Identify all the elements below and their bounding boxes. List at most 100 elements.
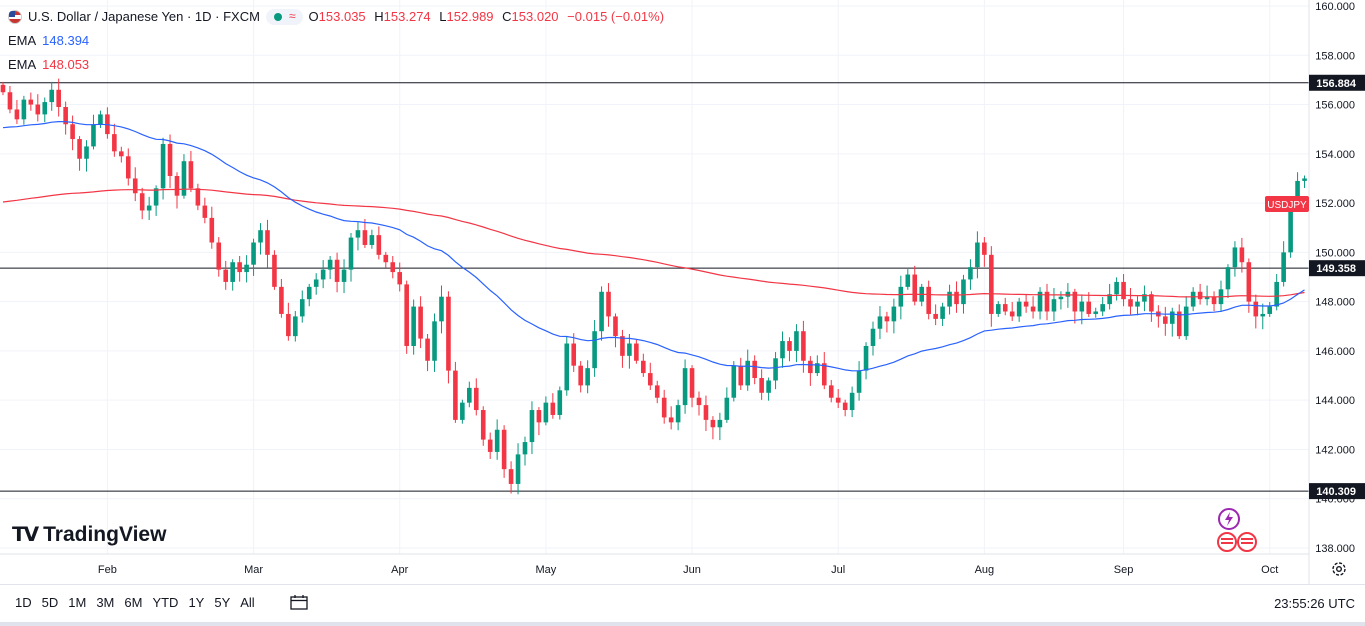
ema-slow-line [2,188,1305,298]
range-5y[interactable]: 5Y [214,595,231,610]
candle-body [1086,301,1092,314]
open-value: 153.035 [318,9,366,24]
candle-body [968,267,973,280]
economic-events-icon[interactable] [1216,530,1260,554]
candle-body [1246,262,1252,302]
range-1m[interactable]: 1M [68,595,87,610]
candle-body [877,316,883,329]
status-pill[interactable]: ≈ [265,8,303,25]
candle-body [404,284,409,346]
candle-body [286,313,291,337]
time-tick-label: Mar [244,564,263,576]
close-value: 153.020 [511,9,559,24]
candle-body [0,84,6,93]
candle-body [599,291,604,332]
candle-body [42,102,48,115]
candle-body [1100,304,1105,312]
candle-body [230,262,235,282]
candle-body [1128,299,1133,307]
candle-body [439,296,444,322]
price-axis: 138.000140.000142.000144.000146.000148.0… [1315,1,1355,555]
range-3m[interactable]: 3M [96,595,115,610]
market-status-icon [273,12,282,21]
candle-body [49,89,55,103]
chart-grid [0,0,1309,554]
candle-body [188,161,194,189]
range-all[interactable]: All [240,595,255,610]
low-value: 152.989 [446,9,494,24]
level-price-label: 140.309 [1316,486,1356,498]
candle-body [453,370,458,420]
candle-body [1232,247,1238,268]
ema-fast-label: EMA [8,33,37,48]
lightning-event-icon[interactable] [1216,506,1242,532]
candle-body [641,360,646,374]
candle-body [661,397,667,418]
candle-body [828,385,834,398]
candle-body [835,397,841,403]
candle-body [70,124,75,140]
candle-body [821,363,827,386]
bottom-toolbar: 1D 5D 1M 3M 6M YTD 1Y 5Y All 23:55:26 UT… [0,584,1365,623]
candlestick-series [0,78,1307,495]
symbol-title[interactable]: U.S. Dollar / Japanese Yen · 1D · FXCM [28,9,260,24]
candle-body [1037,291,1043,312]
candle-body [947,291,952,307]
level-price-tag [1309,260,1365,277]
ema-slow-legend[interactable]: EMA 148.053 [8,56,669,73]
candle-body [1030,306,1036,312]
candle-body [1107,294,1112,305]
candle-body [808,360,813,374]
range-ytd[interactable]: YTD [152,595,179,610]
ohlc-values: O153.035 H153.274 L152.989 C153.020 −0.0… [308,9,665,24]
candle-body [1009,311,1015,317]
utc-clock[interactable]: 23:55:26 UTC [1274,596,1355,611]
candle-body [341,269,347,282]
range-6m[interactable]: 6M [124,595,143,610]
candle-body [56,89,61,108]
candle-body [119,151,124,157]
time-tick-label: Jun [683,564,701,576]
candle-body [647,373,653,386]
level-price-label: 149.358 [1316,263,1356,275]
candle-body [508,469,514,484]
candle-body [299,299,305,317]
candle-body [849,392,855,411]
ema-fast-legend[interactable]: EMA 148.394 [8,32,669,49]
candle-body [689,368,695,398]
candle-body [1114,281,1119,295]
time-tick-label: Sep [1114,564,1134,576]
candle-body [564,343,570,391]
candle-body [529,410,535,443]
range-5d[interactable]: 5D [41,595,59,610]
candle-body [703,405,709,420]
candle-body [494,429,500,452]
candle-body [153,188,159,206]
candle-body [251,242,256,265]
range-1d[interactable]: 1D [15,595,32,610]
candle-body [1044,291,1050,312]
candle-body [473,387,479,411]
candle-body [870,328,876,346]
candle-body [369,235,375,245]
ema-slow-label: EMA [8,57,37,72]
candle-body [1288,203,1293,253]
settings-gear-icon[interactable] [1330,560,1348,578]
candle-body [891,306,897,322]
range-1y[interactable]: 1Y [188,595,205,610]
candle-body [724,397,730,420]
candle-body [954,291,959,305]
horizontal-levels [0,82,1309,492]
candle-body [613,316,618,337]
candle-body [376,235,382,255]
candle-body [1260,313,1266,317]
candle-body [501,429,507,470]
candle-body [975,242,980,268]
price-tick-label: 152.000 [1315,198,1355,210]
candle-body [327,259,333,270]
calendar-range-icon[interactable] [290,594,308,610]
candle-body [432,321,437,361]
candle-body [863,345,869,371]
tradingview-logo[interactable]: 𝗧𝗩 TradingView [12,522,166,547]
